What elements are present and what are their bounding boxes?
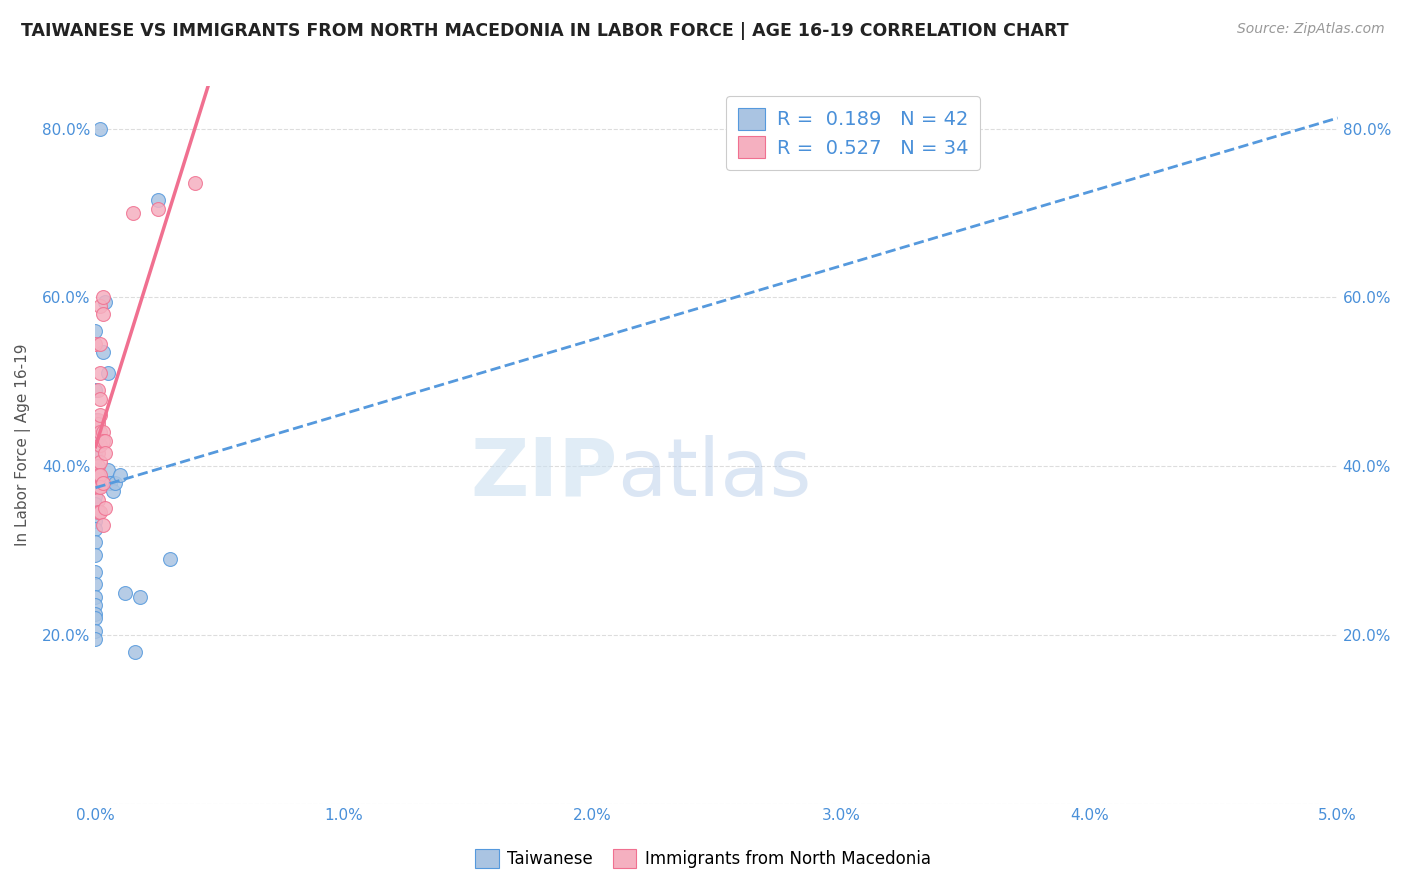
Point [87,383,110,397]
Point [89,121,111,136]
Point [84,565,107,579]
Point [159,552,181,566]
Point [84,624,107,638]
Point [91,425,114,440]
Point [129,590,152,604]
Point [94,446,117,460]
Text: Source: ZipAtlas.com: Source: ZipAtlas.com [1237,22,1385,37]
Point [110,467,132,482]
Point [100,475,122,490]
Point [89,506,111,520]
Text: ZIP: ZIP [470,434,617,513]
Point [89,438,111,452]
Point [84,548,107,562]
Point [89,336,111,351]
Point [91,307,114,321]
Point [146,202,169,216]
Point [84,535,107,549]
Point [84,514,107,528]
Point [94,434,117,448]
Point [184,177,207,191]
Point [84,425,107,440]
Point [89,425,111,440]
Point [89,392,111,406]
Point [87,480,110,494]
Point [87,492,110,507]
Point [91,434,114,448]
Point [101,484,124,499]
Point [89,299,111,313]
Point [94,501,117,516]
Point [91,345,114,359]
Point [104,475,127,490]
Point [87,506,110,520]
Legend: R =  0.189   N = 42, R =  0.527   N = 34: R = 0.189 N = 42, R = 0.527 N = 34 [727,96,980,170]
Point [84,480,107,494]
Point [84,607,107,621]
Point [87,459,110,474]
Point [97,366,120,380]
Point [84,497,107,511]
Point [84,459,107,474]
Point [89,366,111,380]
Point [87,429,110,443]
Point [91,518,114,533]
Point [84,450,107,465]
Point [146,194,169,208]
Point [84,463,107,477]
Point [87,412,110,426]
Point [84,383,107,397]
Point [91,290,114,304]
Point [121,206,143,220]
Point [84,489,107,503]
Legend: Taiwanese, Immigrants from North Macedonia: Taiwanese, Immigrants from North Macedon… [468,842,938,875]
Point [89,455,111,469]
Point [87,446,110,460]
Point [84,472,107,486]
Point [84,577,107,591]
Point [84,506,107,520]
Point [89,480,111,494]
Point [84,446,107,460]
Point [91,475,114,490]
Point [84,590,107,604]
Point [84,438,107,452]
Point [84,324,107,338]
Point [97,463,120,477]
Point [89,467,111,482]
Point [94,294,117,309]
Point [87,417,110,431]
Point [114,585,136,599]
Text: TAIWANESE VS IMMIGRANTS FROM NORTH MACEDONIA IN LABOR FORCE | AGE 16-19 CORRELAT: TAIWANESE VS IMMIGRANTS FROM NORTH MACED… [21,22,1069,40]
Point [84,599,107,613]
Point [87,467,110,482]
Point [84,417,107,431]
Point [84,336,107,351]
Y-axis label: In Labor Force | Age 16-19: In Labor Force | Age 16-19 [15,343,31,546]
Point [89,409,111,423]
Text: atlas: atlas [617,434,811,513]
Point [84,522,107,536]
Point [124,645,146,659]
Point [84,412,107,426]
Point [84,611,107,625]
Point [84,632,107,646]
Point [84,434,107,448]
